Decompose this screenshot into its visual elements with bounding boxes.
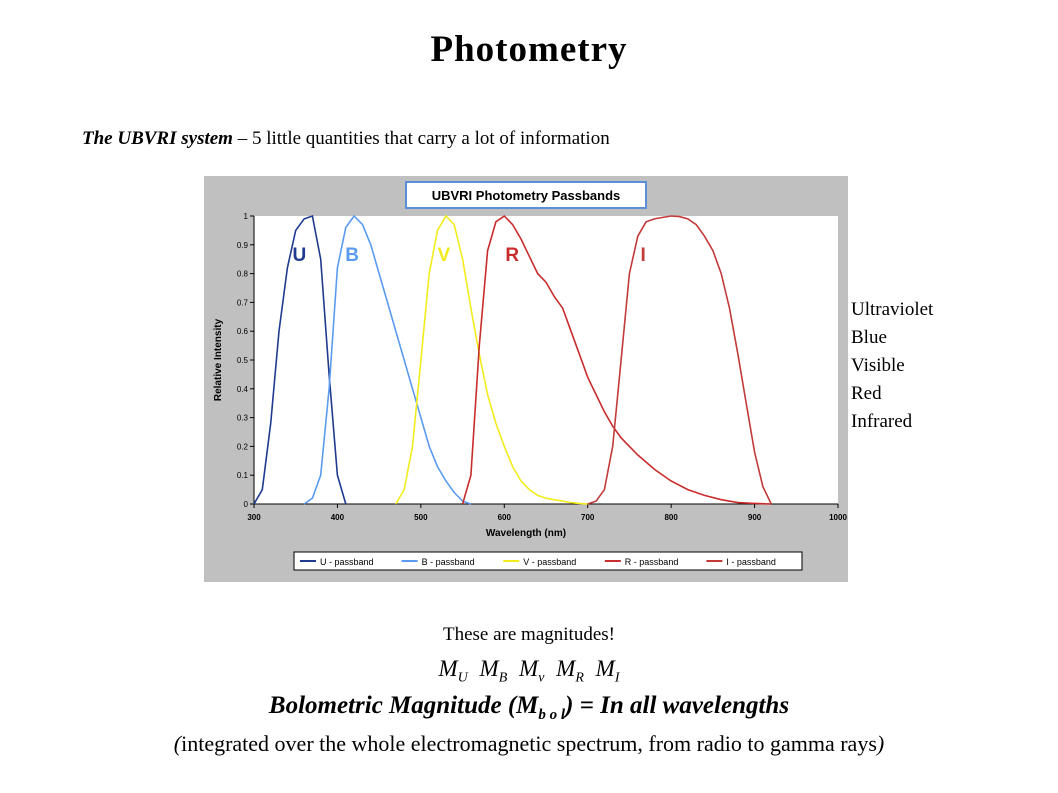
legend-entry-v: V - passband [523,557,576,567]
x-tick-label: 800 [664,513,678,522]
x-tick-label: 500 [414,513,428,522]
magnitude-symbols: MU MB Mv MR MI [0,656,1058,687]
x-tick-label: 900 [748,513,762,522]
series-line-v [395,214,588,505]
band-name-blue: Blue [851,327,887,348]
x-tick-label: 400 [331,513,345,522]
x-tick-label: 300 [247,513,261,522]
subtitle-strong: The UBVRI system [82,128,233,149]
y-tick-label: 0.3 [237,414,249,423]
passband-chart-svg: UBVRI Photometry Passbands 0 0.1 0.2 0.3 0.4 0… [204,176,848,582]
magnitude-r: MR [556,656,584,686]
series-letter-u: U [293,245,307,266]
slide-title: Photometry [430,29,628,70]
magnitudes-note: These are magnitudes! [443,624,615,645]
integrated-note: (integrated over the whole electromagnet… [173,731,885,756]
magnitude-v: Mv [519,656,545,686]
chart-title: UBVRI Photometry Passbands [432,188,621,203]
legend-entry-u: U - passband [320,557,374,567]
y-tick-label: 0.1 [237,471,249,480]
series-letter-v: V [438,245,451,266]
passband-chart: UBVRI Photometry Passbands 0 0.1 0.2 0.3 0.4 0… [204,176,848,582]
magnitude-b: MB [479,656,508,686]
subtitle-rest: – 5 little quantities that carry a lot o… [232,128,610,149]
series-letter-i: I [641,245,646,266]
band-name-infrared: Infrared [851,411,913,432]
plot-area [254,216,838,504]
band-name-red: Red [851,383,882,404]
x-tick-label: 700 [581,513,595,522]
x-tick-label: 600 [498,513,512,522]
band-name-ultraviolet: Ultraviolet [851,299,934,320]
magnitude-i: MI [595,656,620,686]
series-line-b [303,214,472,505]
band-name-visible: Visible [851,355,905,376]
bolometric-magnitude: Bolometric Magnitude (Mb o l) = In all w… [268,692,790,723]
series-letter-r: R [505,245,519,266]
y-tick-label: 0.9 [237,241,249,250]
y-tick-label: 0.5 [237,356,249,365]
y-tick-label: 0.2 [237,442,249,451]
x-axis-label: Wavelength (nm) [486,528,566,539]
series-line-i [587,215,773,505]
y-tick-label: 0.4 [237,385,249,394]
y-axis-label: Relative Intensity [213,318,224,401]
band-names-list: Ultraviolet Blue Visible Red Infrared [851,296,933,436]
y-tick-label: 0 [244,500,249,509]
y-tick-label: 0.6 [237,327,249,336]
chart-title-box [405,181,647,209]
y-tick-label: 1 [244,212,249,221]
legend-entry-b: B - passband [422,557,475,567]
series-letter-b: B [345,245,359,266]
subtitle: The UBVRI system – 5 little quantities t… [82,128,610,150]
magnitude-u: MU [438,656,468,686]
series-line-u [253,214,347,505]
legend-entry-r: R - passband [625,557,679,567]
y-tick-label: 0.8 [237,270,249,279]
x-tick-label: 1000 [829,513,847,522]
legend-entry-i: I - passband [726,557,776,567]
legend-box [293,551,803,571]
series-line-r [461,214,772,505]
y-tick-label: 0.7 [237,298,249,307]
